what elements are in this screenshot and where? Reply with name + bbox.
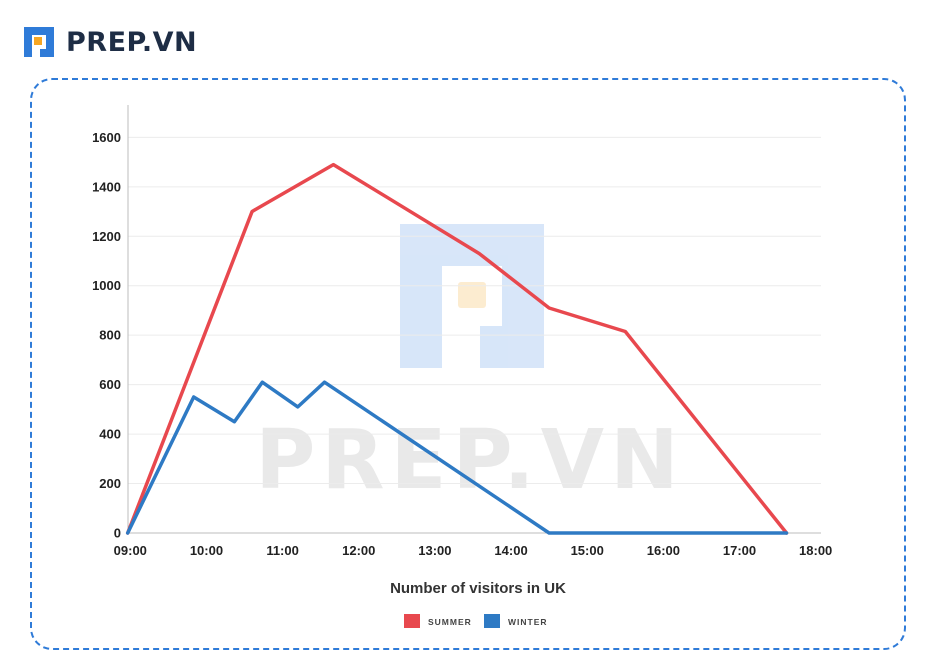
y-tick-label: 0: [114, 526, 121, 541]
x-axis-title: Number of visitors in UK: [390, 580, 566, 597]
line-chart: PREP.VN 0 200 400 600 800 1000 1200 1400 1600 09…: [92, 105, 833, 628]
prep-logo-watermark-icon: [400, 224, 544, 368]
x-tick-label: 13:00: [418, 543, 451, 558]
y-axis-ticks: 0 200 400 600 800 1000 1200 1400 1600: [92, 130, 121, 541]
brand: PREP.VN: [20, 22, 197, 62]
legend-swatch-winter: [484, 614, 500, 628]
y-tick-label: 1400: [92, 179, 121, 194]
legend-label-summer: SUMMER: [428, 617, 472, 627]
y-tick-label: 1200: [92, 229, 121, 244]
legend: SUMMER WINTER: [404, 614, 548, 628]
x-tick-label: 12:00: [342, 543, 375, 558]
series-line-summer: [125, 162, 789, 535]
x-tick-label: 15:00: [571, 543, 604, 558]
y-tick-label: 200: [99, 476, 121, 491]
y-tick-label: 600: [99, 377, 121, 392]
x-tick-label: 09:00: [114, 543, 147, 558]
watermark-text: PREP.VN: [255, 413, 685, 508]
x-tick-label: 14:00: [494, 543, 527, 558]
x-tick-label: 16:00: [647, 543, 680, 558]
prep-logo-icon: [24, 27, 54, 57]
x-tick-label: 18:00: [799, 543, 832, 558]
x-tick-label: 11:00: [266, 543, 299, 558]
x-axis-ticks: 09:00 10:00 11:00 12:00 13:00 14:00 15:00 16:00…: [114, 543, 833, 558]
y-tick-label: 1000: [92, 278, 121, 293]
y-tick-label: 800: [99, 328, 121, 343]
legend-label-winter: WINTER: [508, 617, 548, 627]
series-line-winter: [125, 380, 789, 535]
x-tick-label: 10:00: [190, 543, 223, 558]
y-tick-label: 400: [99, 427, 121, 442]
legend-swatch-summer: [404, 614, 420, 628]
watermark: PREP.VN: [255, 224, 685, 508]
y-tick-label: 1600: [92, 130, 121, 145]
brand-name: PREP.VN: [66, 26, 198, 58]
chart-card: PREP.VN 0 200 400 600 800 1000 1200 1400 1600 09…: [30, 78, 906, 650]
x-tick-label: 17:00: [723, 543, 756, 558]
series-lines: [125, 162, 789, 535]
